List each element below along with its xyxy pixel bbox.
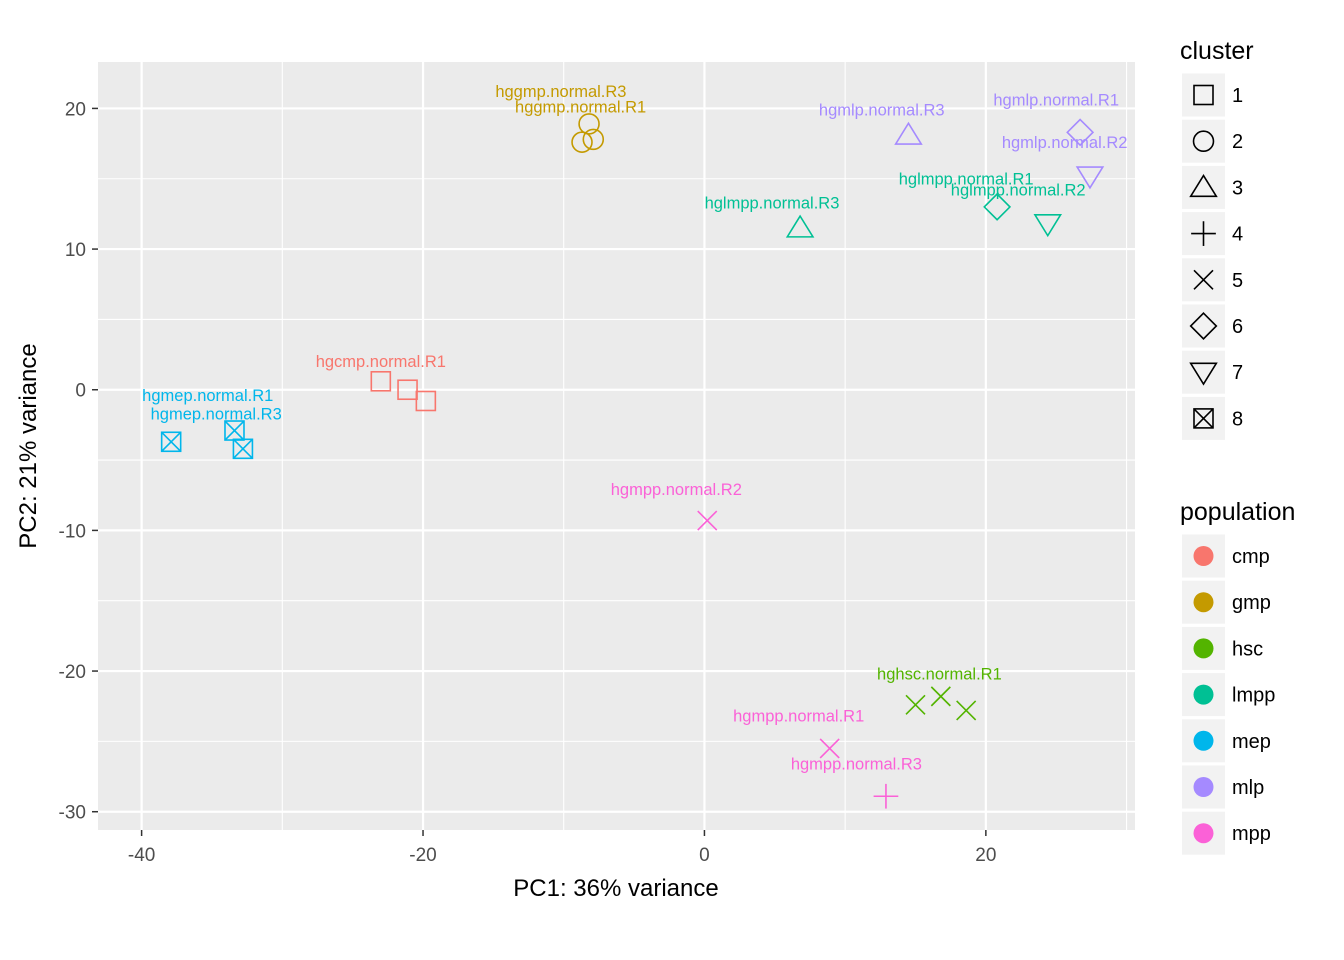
y-axis-title: PC2: 21% variance xyxy=(15,343,42,548)
data-point xyxy=(582,128,605,151)
data-point xyxy=(905,694,926,715)
point-annotation: hggmp.normal.R3 xyxy=(495,83,626,101)
legend-key-shape xyxy=(1189,312,1218,340)
data-point xyxy=(397,379,418,401)
legend-key-background xyxy=(1182,119,1225,163)
legend-key-dot xyxy=(1193,684,1214,705)
y-axis-ticks: -30 -20 -10 0 10 20 xyxy=(59,99,98,824)
cluster-legend-title: cluster xyxy=(1180,37,1254,65)
data-point xyxy=(578,113,600,135)
x-axis-title: PC1: 36% variance xyxy=(513,875,718,902)
point-annotation: hghsc.normal.R1 xyxy=(877,665,1002,683)
point-annotation: hgmlp.normal.R3 xyxy=(819,101,945,119)
legend-key-dot xyxy=(1193,546,1214,566)
population-legend-label: mep xyxy=(1232,731,1271,753)
minor-gridlines xyxy=(98,62,1135,830)
plot-panel xyxy=(98,62,1135,830)
cluster-legend-label: 1 xyxy=(1232,85,1243,107)
x-tick-label: -40 xyxy=(128,845,155,866)
population-legend-label: lmpp xyxy=(1232,685,1275,707)
point-annotation: hgmep.normal.R1 xyxy=(142,387,273,405)
population-legend-title: population xyxy=(1180,498,1295,526)
point-annotation: hglmpp.normal.R3 xyxy=(705,194,840,212)
legend-key-dot xyxy=(1193,638,1214,659)
x-tick-label: -20 xyxy=(409,845,436,866)
data-point xyxy=(697,510,718,531)
point-annotation: hgmep.normal.R3 xyxy=(151,405,282,423)
legend-key-background xyxy=(1182,73,1225,117)
legend-key-shape xyxy=(1193,84,1214,106)
point-annotation: hgmpp.normal.R1 xyxy=(733,708,864,726)
x-axis-ticks: -40 -20 0 20 xyxy=(128,830,996,866)
legend-key-shape xyxy=(1189,174,1218,198)
legend-key-dot xyxy=(1193,592,1214,613)
legend-key-shape xyxy=(1193,269,1214,290)
point-annotation: hglmpp.normal.R1 xyxy=(899,170,1034,188)
legend-key-background xyxy=(1182,165,1225,209)
point-annotations: hgcmp.normal.R1 hggmp.normal.R3hggmp.norm… xyxy=(142,83,1127,773)
x-tick-label: 0 xyxy=(699,845,710,866)
cluster-legend-label: 7 xyxy=(1232,362,1243,384)
y-tick-label: -20 xyxy=(59,662,86,683)
point-annotation: hgmpp.normal.R2 xyxy=(611,481,742,499)
population-legend: population cmp gmp hsc lmpp mep mlp mpp xyxy=(1180,498,1295,855)
data-point xyxy=(785,214,815,238)
x-tick-label: 20 xyxy=(975,845,996,866)
legend-key-shape xyxy=(1189,362,1218,386)
point-annotation: hgmpp.normal.R3 xyxy=(791,756,922,774)
legend-key-shape xyxy=(1191,221,1216,246)
population-legend-label: mlp xyxy=(1232,777,1264,799)
data-point xyxy=(1033,214,1063,238)
data-point xyxy=(983,192,1012,221)
point-annotation: hglmpp.normal.R2 xyxy=(951,182,1086,200)
major-gridlines xyxy=(98,62,1135,830)
legend-key-background xyxy=(1182,350,1225,394)
data-point xyxy=(956,700,977,721)
population-legend-label: hsc xyxy=(1232,638,1263,660)
legend-key-dot xyxy=(1193,777,1214,797)
y-tick-label: -10 xyxy=(59,521,86,542)
data-points xyxy=(160,113,1105,809)
point-annotation: hgcmp.normal.R1 xyxy=(316,353,446,371)
data-point xyxy=(930,686,951,707)
cluster-legend-label: 5 xyxy=(1232,270,1243,292)
point-annotation: hgmlp.normal.R2 xyxy=(1002,134,1128,152)
y-tick-label: 0 xyxy=(75,381,86,402)
data-point xyxy=(160,431,182,453)
legend-key-dot xyxy=(1193,823,1214,844)
legend-key-background xyxy=(1182,304,1225,348)
cluster-legend-label: 4 xyxy=(1232,224,1243,246)
data-point xyxy=(873,783,899,809)
cluster-legend: cluster 1 2 3 4 5 6 7 8 xyxy=(1180,37,1254,440)
data-point xyxy=(232,438,254,460)
cluster-legend-label: 3 xyxy=(1232,177,1243,199)
cluster-legend-label: 6 xyxy=(1232,316,1243,338)
cluster-legend-label: 8 xyxy=(1232,408,1243,430)
data-point xyxy=(894,121,923,145)
legend-key-shape xyxy=(1193,408,1214,429)
data-point xyxy=(1075,166,1105,190)
data-point xyxy=(819,738,840,759)
point-annotation: hggmp.normal.R1 xyxy=(515,99,646,117)
data-point xyxy=(1066,118,1095,147)
data-point xyxy=(415,390,437,412)
data-point xyxy=(571,131,593,153)
population-legend-label: cmp xyxy=(1232,546,1270,568)
point-annotation: hgmlp.normal.R1 xyxy=(993,92,1119,110)
y-tick-label: 10 xyxy=(65,240,86,261)
population-legend-label: gmp xyxy=(1232,592,1271,614)
cluster-legend-label: 2 xyxy=(1232,131,1243,153)
y-tick-label: -30 xyxy=(59,803,86,824)
population-legend-label: mpp xyxy=(1232,823,1271,845)
data-point xyxy=(370,370,392,392)
legend-key-dot xyxy=(1193,730,1214,751)
legend-key-shape xyxy=(1192,130,1215,152)
y-tick-label: 20 xyxy=(65,99,86,120)
